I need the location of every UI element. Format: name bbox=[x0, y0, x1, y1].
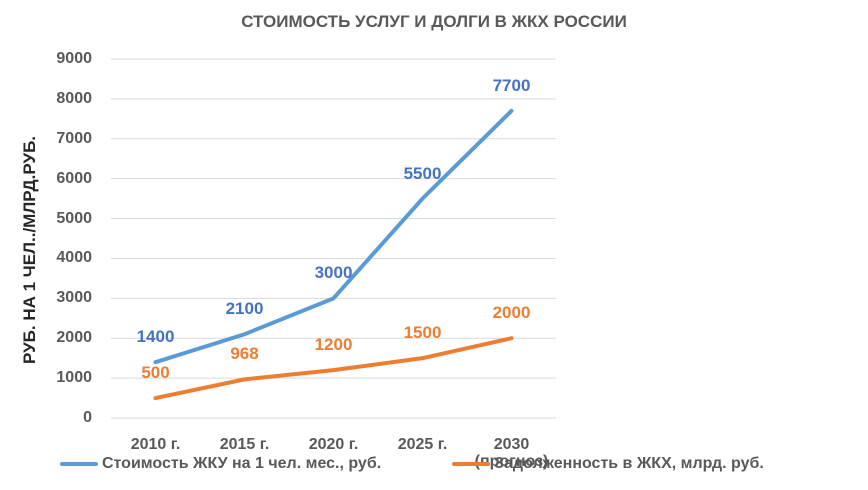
y-tick-label: 5000 bbox=[56, 209, 92, 227]
series-lines bbox=[153, 108, 514, 401]
chart-title: СТОИМОСТЬ УСЛУГ И ДОЛГИ В ЖКХ РОССИИ bbox=[241, 12, 627, 31]
legend-item-debt[interactable]: Задолженность в ЖКХ, млрд. руб. bbox=[452, 455, 764, 473]
data-label: 968 bbox=[230, 344, 259, 364]
data-label: 2100 bbox=[225, 299, 264, 319]
data-label: 5500 bbox=[403, 163, 442, 183]
y-tick-label: 9000 bbox=[56, 50, 92, 67]
legend-label: Стоимость ЖКУ на 1 чел. мес., руб. bbox=[102, 455, 382, 472]
data-label: 3000 bbox=[314, 263, 353, 283]
x-tick-label: 2025 г. bbox=[397, 436, 448, 453]
y-tick-label: 6000 bbox=[56, 169, 92, 187]
legend-item-cost[interactable]: Стоимость ЖКУ на 1 чел. мес., руб. bbox=[60, 455, 381, 473]
data-label: 2000 bbox=[492, 303, 531, 323]
y-tick-label: 7000 bbox=[56, 129, 92, 147]
y-tick-label: 1000 bbox=[56, 369, 92, 387]
data-label: 1400 bbox=[136, 327, 175, 347]
legend-label: Задолженность в ЖКХ, млрд. руб. bbox=[494, 455, 764, 472]
y-tick-label: 8000 bbox=[56, 89, 92, 107]
data-label: 500 bbox=[141, 363, 170, 383]
x-tick-label: 2020 г. bbox=[308, 436, 359, 453]
legend: Стоимость ЖКУ на 1 чел. мес., руб. Задол… bbox=[0, 455, 868, 477]
y-tick-label: 4000 bbox=[56, 249, 92, 267]
y-tick-label: 2000 bbox=[56, 329, 92, 347]
data-label: 1200 bbox=[314, 335, 353, 355]
legend-line-icon bbox=[60, 462, 98, 466]
x-tick-label: 2010 г. bbox=[130, 436, 181, 453]
gridlines bbox=[111, 58, 556, 419]
data-label: 7700 bbox=[492, 75, 531, 95]
series-line bbox=[153, 108, 514, 365]
legend-line-icon bbox=[452, 462, 490, 466]
series-line bbox=[153, 336, 514, 401]
x-tick-label: 2015 г. bbox=[219, 436, 270, 453]
y-tick-label: 3000 bbox=[56, 289, 92, 307]
data-label: 1500 bbox=[403, 323, 442, 343]
x-tick-label: 2030 (прогноз) bbox=[474, 436, 549, 470]
y-tick-label: 0 bbox=[83, 409, 92, 426]
